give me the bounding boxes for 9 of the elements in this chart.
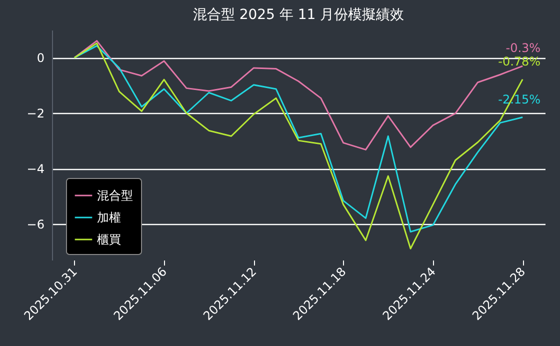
legend-label: 櫃買 — [97, 232, 121, 246]
y-tick-label: −6 — [26, 217, 44, 232]
y-tick-label: −2 — [26, 106, 44, 121]
legend-label: 加權 — [97, 210, 121, 224]
y-tick-label: 0 — [36, 51, 44, 66]
data-label: -0.3% — [506, 41, 541, 56]
y-tick-label: −4 — [26, 162, 44, 176]
legend-label: 混合型 — [97, 188, 133, 202]
chart-title: 混合型 2025 年 11 月份模擬績效 — [192, 7, 404, 23]
